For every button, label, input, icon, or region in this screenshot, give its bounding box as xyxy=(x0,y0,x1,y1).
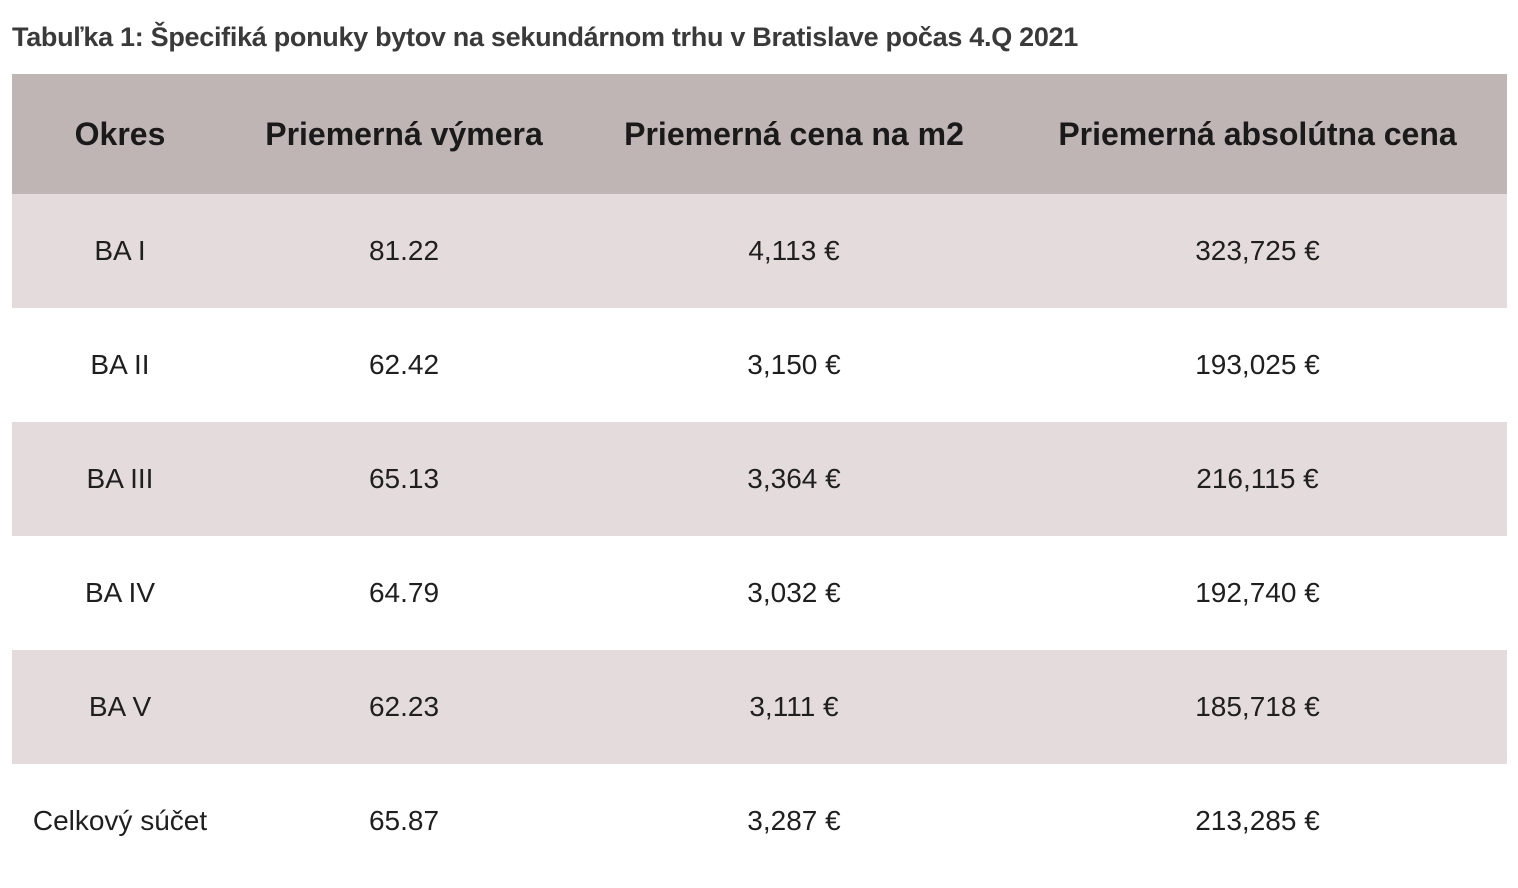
cell-vymera: 65.13 xyxy=(368,463,440,494)
cell-vymera: 81.22 xyxy=(368,235,440,266)
cell-absolutna-cena: 216,115 € xyxy=(1196,463,1319,494)
table-row-total: Celkový súčet 65.87 3,287 € 213,285 € xyxy=(12,764,1507,878)
cell-okres: BA II xyxy=(90,349,150,380)
cell-cena-m2: 3,032 € xyxy=(747,577,841,608)
cell-okres: BA III xyxy=(86,463,154,494)
cell-cena-m2: 3,111 € xyxy=(749,691,839,722)
cell-vymera: 62.42 xyxy=(368,349,440,380)
table-row: BA II 62.42 3,150 € 193,025 € xyxy=(12,308,1507,422)
cell-okres: BA V xyxy=(88,691,152,722)
header-priemerna-cena-m2: Priemerná cena na m2 xyxy=(624,115,964,152)
cell-cena-m2: 3,150 € xyxy=(747,349,841,380)
cell-okres: Celkový súčet xyxy=(32,805,208,836)
table-caption: Tabuľka 1: Špecifiká ponuky bytov na sek… xyxy=(12,22,1078,52)
cell-absolutna-cena: 192,740 € xyxy=(1195,577,1320,608)
cell-vymera: 64.79 xyxy=(368,577,440,608)
cell-vymera: 62.23 xyxy=(368,691,440,722)
header-priemerna-vymera: Priemerná výmera xyxy=(265,115,543,152)
cell-okres: BA I xyxy=(94,235,146,266)
cell-absolutna-cena: 213,285 € xyxy=(1195,805,1320,836)
cell-absolutna-cena: 323,725 € xyxy=(1195,235,1320,266)
cell-vymera: 65.87 xyxy=(368,805,440,836)
cell-absolutna-cena: 185,718 € xyxy=(1195,691,1320,722)
table-body: BA I 81.22 4,113 € 323,725 € BA II 62.42… xyxy=(12,194,1507,878)
cell-okres: BA IV xyxy=(84,577,156,608)
table-header: Okres Priemerná výmera Priemerná cena na… xyxy=(12,74,1507,194)
apartment-offer-table: Okres Priemerná výmera Priemerná cena na… xyxy=(12,74,1507,878)
cell-cena-m2: 3,287 € xyxy=(747,805,841,836)
header-priemerna-absolutna-cena: Priemerná absolútna cena xyxy=(1058,115,1457,152)
table-row: BA III 65.13 3,364 € 216,115 € xyxy=(12,422,1507,536)
cell-absolutna-cena: 193,025 € xyxy=(1195,349,1320,380)
header-row: Okres Priemerná výmera Priemerná cena na… xyxy=(12,74,1507,194)
cell-cena-m2: 3,364 € xyxy=(747,463,841,494)
table-row: BA IV 64.79 3,032 € 192,740 € xyxy=(12,536,1507,650)
table-row: BA I 81.22 4,113 € 323,725 € xyxy=(12,194,1507,308)
header-okres: Okres xyxy=(74,115,166,152)
cell-cena-m2: 4,113 € xyxy=(748,235,840,266)
table-row: BA V 62.23 3,111 € 185,718 € xyxy=(12,650,1507,764)
